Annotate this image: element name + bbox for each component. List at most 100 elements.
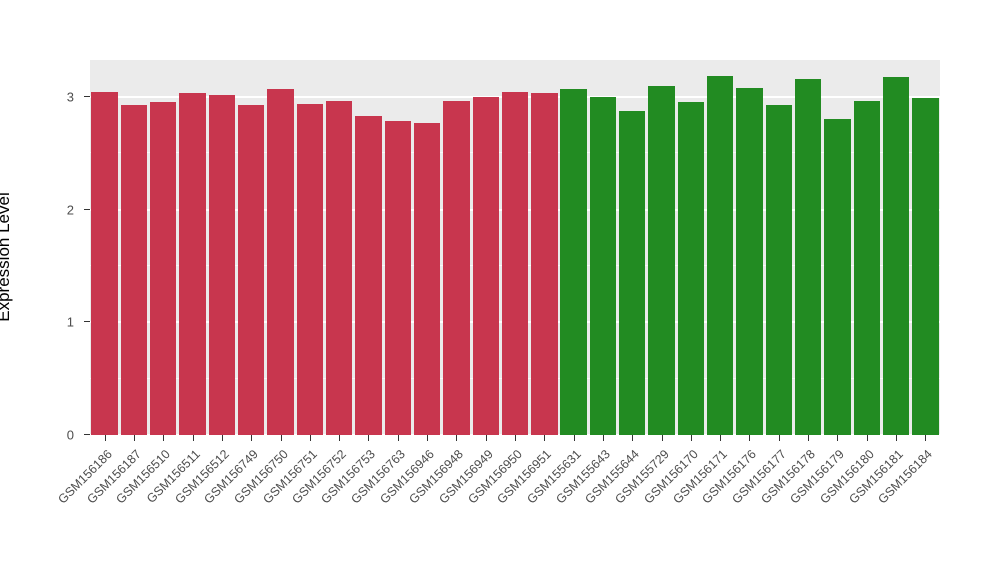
bar-GSM156749 — [238, 105, 265, 435]
bar-slot — [588, 60, 617, 435]
bar-GSM156184 — [912, 98, 939, 435]
bar-GSM155631 — [560, 89, 587, 435]
bar-slot — [90, 60, 119, 435]
x-tick-mark — [808, 435, 810, 441]
x-tick-mark — [866, 435, 868, 441]
y-tick-label: 2 — [66, 202, 74, 218]
bar-GSM156181 — [882, 76, 910, 435]
bar-GSM156510 — [150, 101, 177, 435]
bar-slot — [412, 60, 441, 435]
x-tick-mark — [544, 435, 546, 441]
bar-slot — [881, 60, 910, 435]
y-axis: 0 1 2 3 — [0, 60, 90, 443]
bar-GSM156170 — [677, 101, 705, 435]
bar-slot — [149, 60, 178, 435]
bar-slot — [237, 60, 266, 435]
bar-slot — [530, 60, 559, 435]
x-tick-mark — [427, 435, 429, 441]
bar-slot — [647, 60, 676, 435]
x-tick-mark — [925, 435, 927, 441]
bar-slot — [618, 60, 647, 435]
bar-GSM155643 — [589, 97, 617, 435]
bar-GSM156187 — [120, 105, 148, 435]
bar-slot — [852, 60, 881, 435]
bar-slot — [823, 60, 852, 435]
x-tick-mark — [221, 435, 223, 441]
bar-GSM156950 — [501, 91, 529, 435]
y-tick-mark — [84, 208, 90, 210]
bar-slot — [383, 60, 412, 435]
bar-GSM156177 — [765, 105, 793, 435]
bar-slot — [442, 60, 471, 435]
x-tick-mark — [515, 435, 516, 441]
x-tick-mark — [397, 435, 399, 441]
y-tick-label: 3 — [66, 89, 74, 105]
bar-slot — [911, 60, 940, 435]
bar-GSM156948 — [443, 100, 470, 435]
x-tick-mark — [720, 435, 722, 441]
bar-GSM156176 — [736, 88, 763, 435]
x-tick-mark — [602, 435, 604, 441]
x-tick-mark — [104, 435, 106, 441]
bar-GSM156512 — [208, 94, 236, 435]
bar-GSM156751 — [296, 103, 324, 435]
x-tick-mark — [456, 435, 458, 441]
y-tick-mark — [84, 434, 90, 435]
x-tick-mark — [661, 435, 663, 441]
bar-slot — [207, 60, 236, 435]
bar-GSM156946 — [413, 123, 441, 435]
bar-slot — [119, 60, 148, 435]
bar-slot — [706, 60, 735, 435]
x-tick-mark — [690, 435, 692, 441]
x-tick-mark — [163, 435, 165, 441]
bar-GSM156180 — [853, 100, 880, 435]
x-tick-mark — [778, 435, 780, 441]
y-tick-mark — [84, 96, 90, 98]
x-tick-mark — [573, 435, 575, 441]
bar-GSM156951 — [531, 92, 558, 435]
bar-slot — [500, 60, 529, 435]
bar-slot — [178, 60, 207, 435]
bar-GSM156511 — [179, 92, 206, 435]
bar-GSM156750 — [267, 89, 294, 435]
bar-GSM155644 — [619, 110, 646, 435]
bar-GSM156178 — [794, 79, 822, 435]
bar-slot — [764, 60, 793, 435]
bar-slot — [735, 60, 764, 435]
x-tick-mark — [485, 435, 487, 441]
x-tick-mark — [251, 435, 253, 441]
bar-GSM156752 — [325, 100, 353, 435]
bar-slot — [559, 60, 588, 435]
bar-GSM156171 — [707, 75, 734, 435]
x-tick-mark — [339, 435, 341, 441]
bar-GSM156179 — [824, 118, 851, 435]
bar-slot — [295, 60, 324, 435]
bars-container — [90, 60, 940, 435]
x-tick-mark — [133, 435, 135, 441]
x-tick-mark — [309, 435, 311, 441]
bar-slot — [266, 60, 295, 435]
bar-GSM156753 — [355, 116, 382, 435]
bar-slot — [325, 60, 354, 435]
y-tick-mark — [84, 321, 90, 323]
x-tick-mark — [896, 435, 898, 441]
y-tick-label: 0 — [66, 427, 74, 443]
x-tick-mark — [368, 435, 370, 441]
bar-GSM156186 — [91, 91, 118, 435]
x-tick-mark — [280, 435, 282, 441]
bar-slot — [354, 60, 383, 435]
bar-slot — [676, 60, 705, 435]
bar-GSM156763 — [384, 120, 411, 435]
x-tick-mark — [192, 435, 194, 441]
y-tick-label: 1 — [66, 314, 74, 330]
x-axis: GSM156186 GSM156187 GSM156510 GSM156511 GSM1… — [55, 435, 940, 580]
bar-GSM155729 — [648, 85, 675, 435]
plot-panel — [90, 60, 940, 436]
x-tick-mark — [749, 435, 751, 441]
bar-GSM156949 — [472, 97, 499, 435]
x-tick-mark — [632, 435, 634, 441]
bar-slot — [794, 60, 823, 435]
bar-slot — [471, 60, 500, 435]
x-tick-mark — [837, 435, 839, 441]
